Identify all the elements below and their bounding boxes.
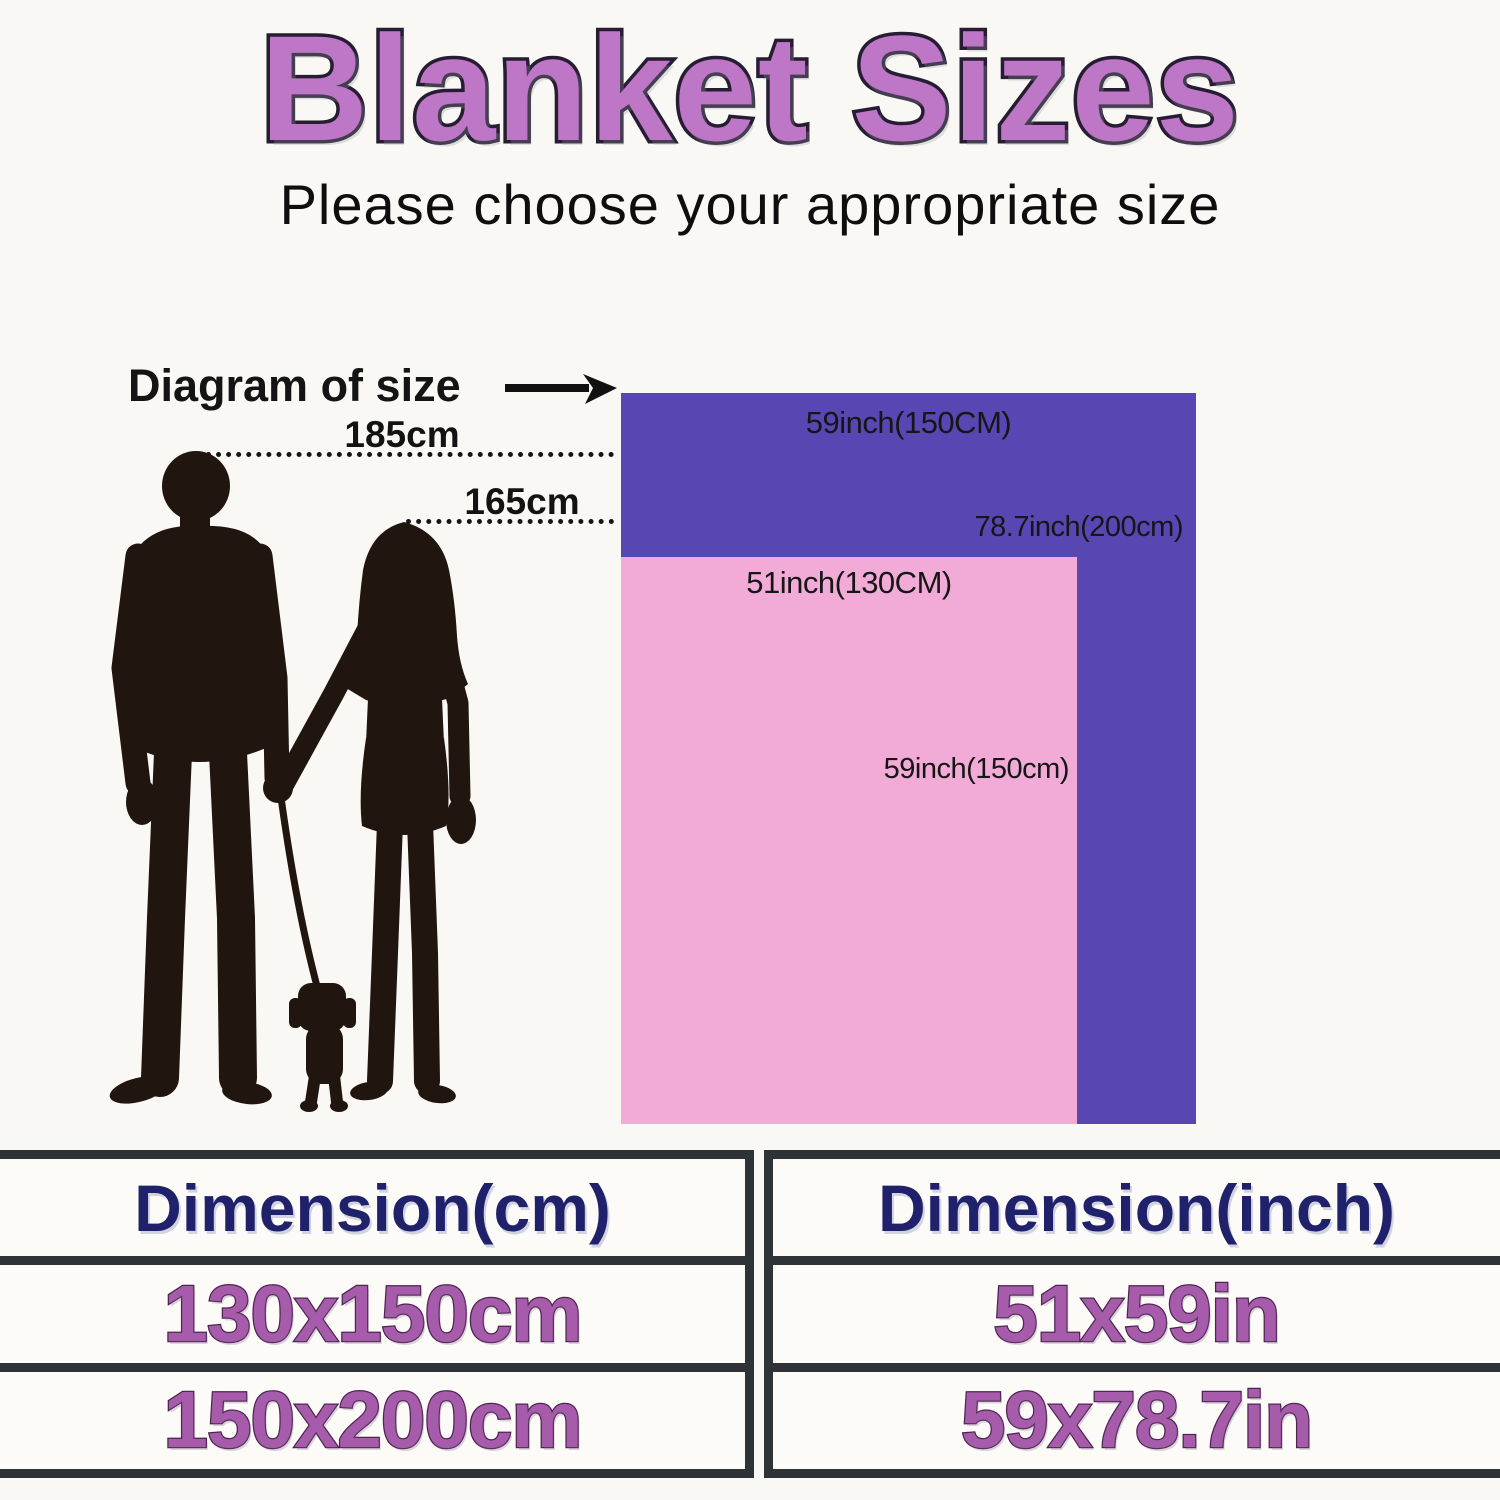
small-blanket-width-label: 51inch(130CM): [746, 565, 952, 600]
height-line-185: [206, 452, 614, 457]
size-table: Dimension(cm) 130x150cm 150x200cm Dimens…: [0, 1150, 1500, 1478]
height-label-185: 185cm: [344, 414, 460, 455]
size-table-cm-column: Dimension(cm) 130x150cm 150x200cm: [0, 1150, 754, 1478]
cm-size-row-2: 150x200cm: [0, 1371, 745, 1469]
inch-column-header: Dimension(inch): [773, 1159, 1500, 1257]
couple-walking-dog-silhouette: [109, 451, 476, 1112]
small-blanket-rect: 51inch(130CM) 59inch(150cm): [621, 557, 1077, 1124]
size-table-inch-column: Dimension(inch) 51x59in 59x78.7in: [764, 1150, 1500, 1478]
small-blanket-height-label: 59inch(150cm): [883, 753, 1070, 785]
inch-size-row-2: 59x78.7in: [773, 1371, 1500, 1469]
page-title: Blanket Sizes: [256, 4, 1242, 172]
page-subtitle: Please choose your appropriate size: [279, 173, 1221, 236]
inch-size-row-1: 51x59in: [773, 1265, 1500, 1363]
height-line-165: [406, 519, 614, 524]
large-blanket-width-label: 59inch(150CM): [805, 405, 1012, 440]
diagram-caption: Diagram of size: [128, 360, 461, 411]
cm-column-header: Dimension(cm): [0, 1159, 745, 1257]
cm-size-row-1: 130x150cm: [0, 1265, 745, 1363]
large-blanket-height-label: 78.7inch(200cm): [974, 511, 1184, 543]
height-label-165: 165cm: [464, 481, 580, 522]
right-arrow-icon: [505, 374, 617, 404]
